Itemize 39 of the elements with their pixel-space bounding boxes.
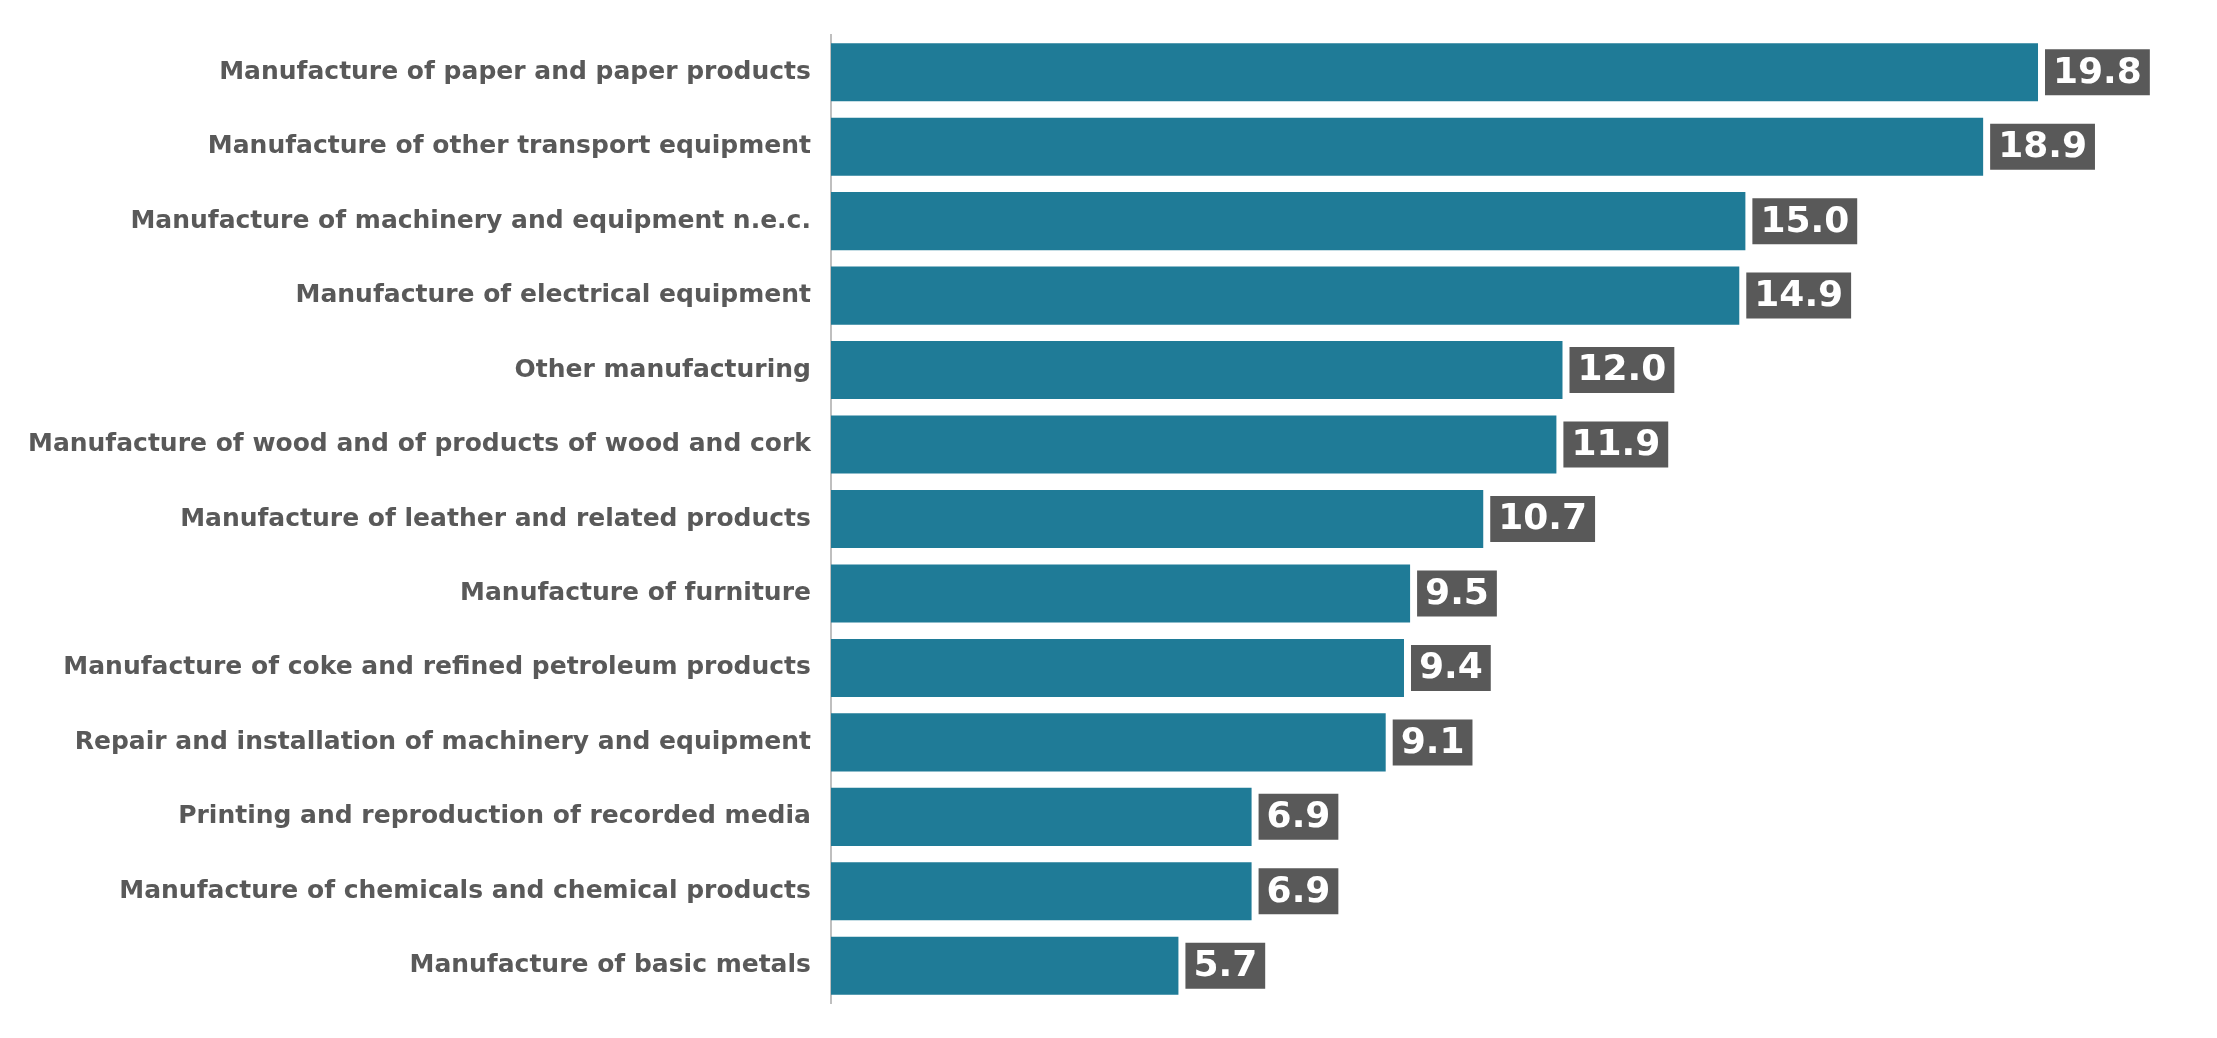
data-label: 9.5 — [1425, 570, 1489, 612]
bar — [830, 862, 1252, 921]
y-tick-label: Manufacture of leather and related products — [180, 502, 811, 532]
bar — [830, 266, 1740, 325]
y-tick-label: Manufacture of wood and of products of wood and cork — [28, 428, 813, 458]
data-label: 10.7 — [1498, 496, 1588, 538]
bar — [830, 787, 1252, 846]
bar — [830, 415, 1557, 474]
data-label: 9.4 — [1418, 645, 1483, 687]
y-tick-label: Manufacture of machinery and equipment n.e.c. — [130, 204, 811, 234]
y-tick-label: Manufacture of basic metals — [409, 949, 811, 979]
data-label: 14.9 — [1754, 272, 1844, 314]
data-label: 9.1 — [1400, 719, 1465, 761]
data-label: 19.8 — [2053, 49, 2142, 91]
bar — [830, 489, 1484, 549]
bar — [830, 713, 1386, 772]
data-label: 6.9 — [1266, 794, 1331, 836]
y-tick-label: Manufacture of chemicals and chemical products — [119, 874, 811, 904]
y-tick-label: Printing and reproduction of recorded media — [178, 800, 811, 830]
bar — [830, 117, 1984, 176]
bar — [830, 43, 2039, 102]
data-label: 12.0 — [1577, 347, 1667, 389]
y-tick-label: Manufacture of other transport equipment — [207, 130, 811, 160]
y-tick-label: Manufacture of coke and refined petroleum products — [63, 651, 811, 681]
bar — [830, 341, 1563, 400]
bar — [830, 638, 1404, 697]
data-label: 11.9 — [1571, 421, 1661, 463]
data-label: 15.0 — [1760, 198, 1850, 240]
data-label: 6.9 — [1266, 868, 1331, 910]
y-tick-label: Manufacture of electrical equipment — [295, 279, 811, 309]
y-tick-label: Manufacture of furniture — [460, 576, 811, 606]
y-tick-label: Other manufacturing — [514, 353, 811, 383]
y-tick-label: Manufacture of paper and paper products — [219, 55, 811, 85]
bar — [830, 936, 1179, 995]
bar — [830, 564, 1411, 623]
data-label: 5.7 — [1193, 943, 1258, 985]
data-label: 18.9 — [1998, 124, 2087, 166]
bar — [830, 192, 1746, 251]
y-tick-label: Repair and installation of machinery and equipment — [74, 725, 811, 755]
